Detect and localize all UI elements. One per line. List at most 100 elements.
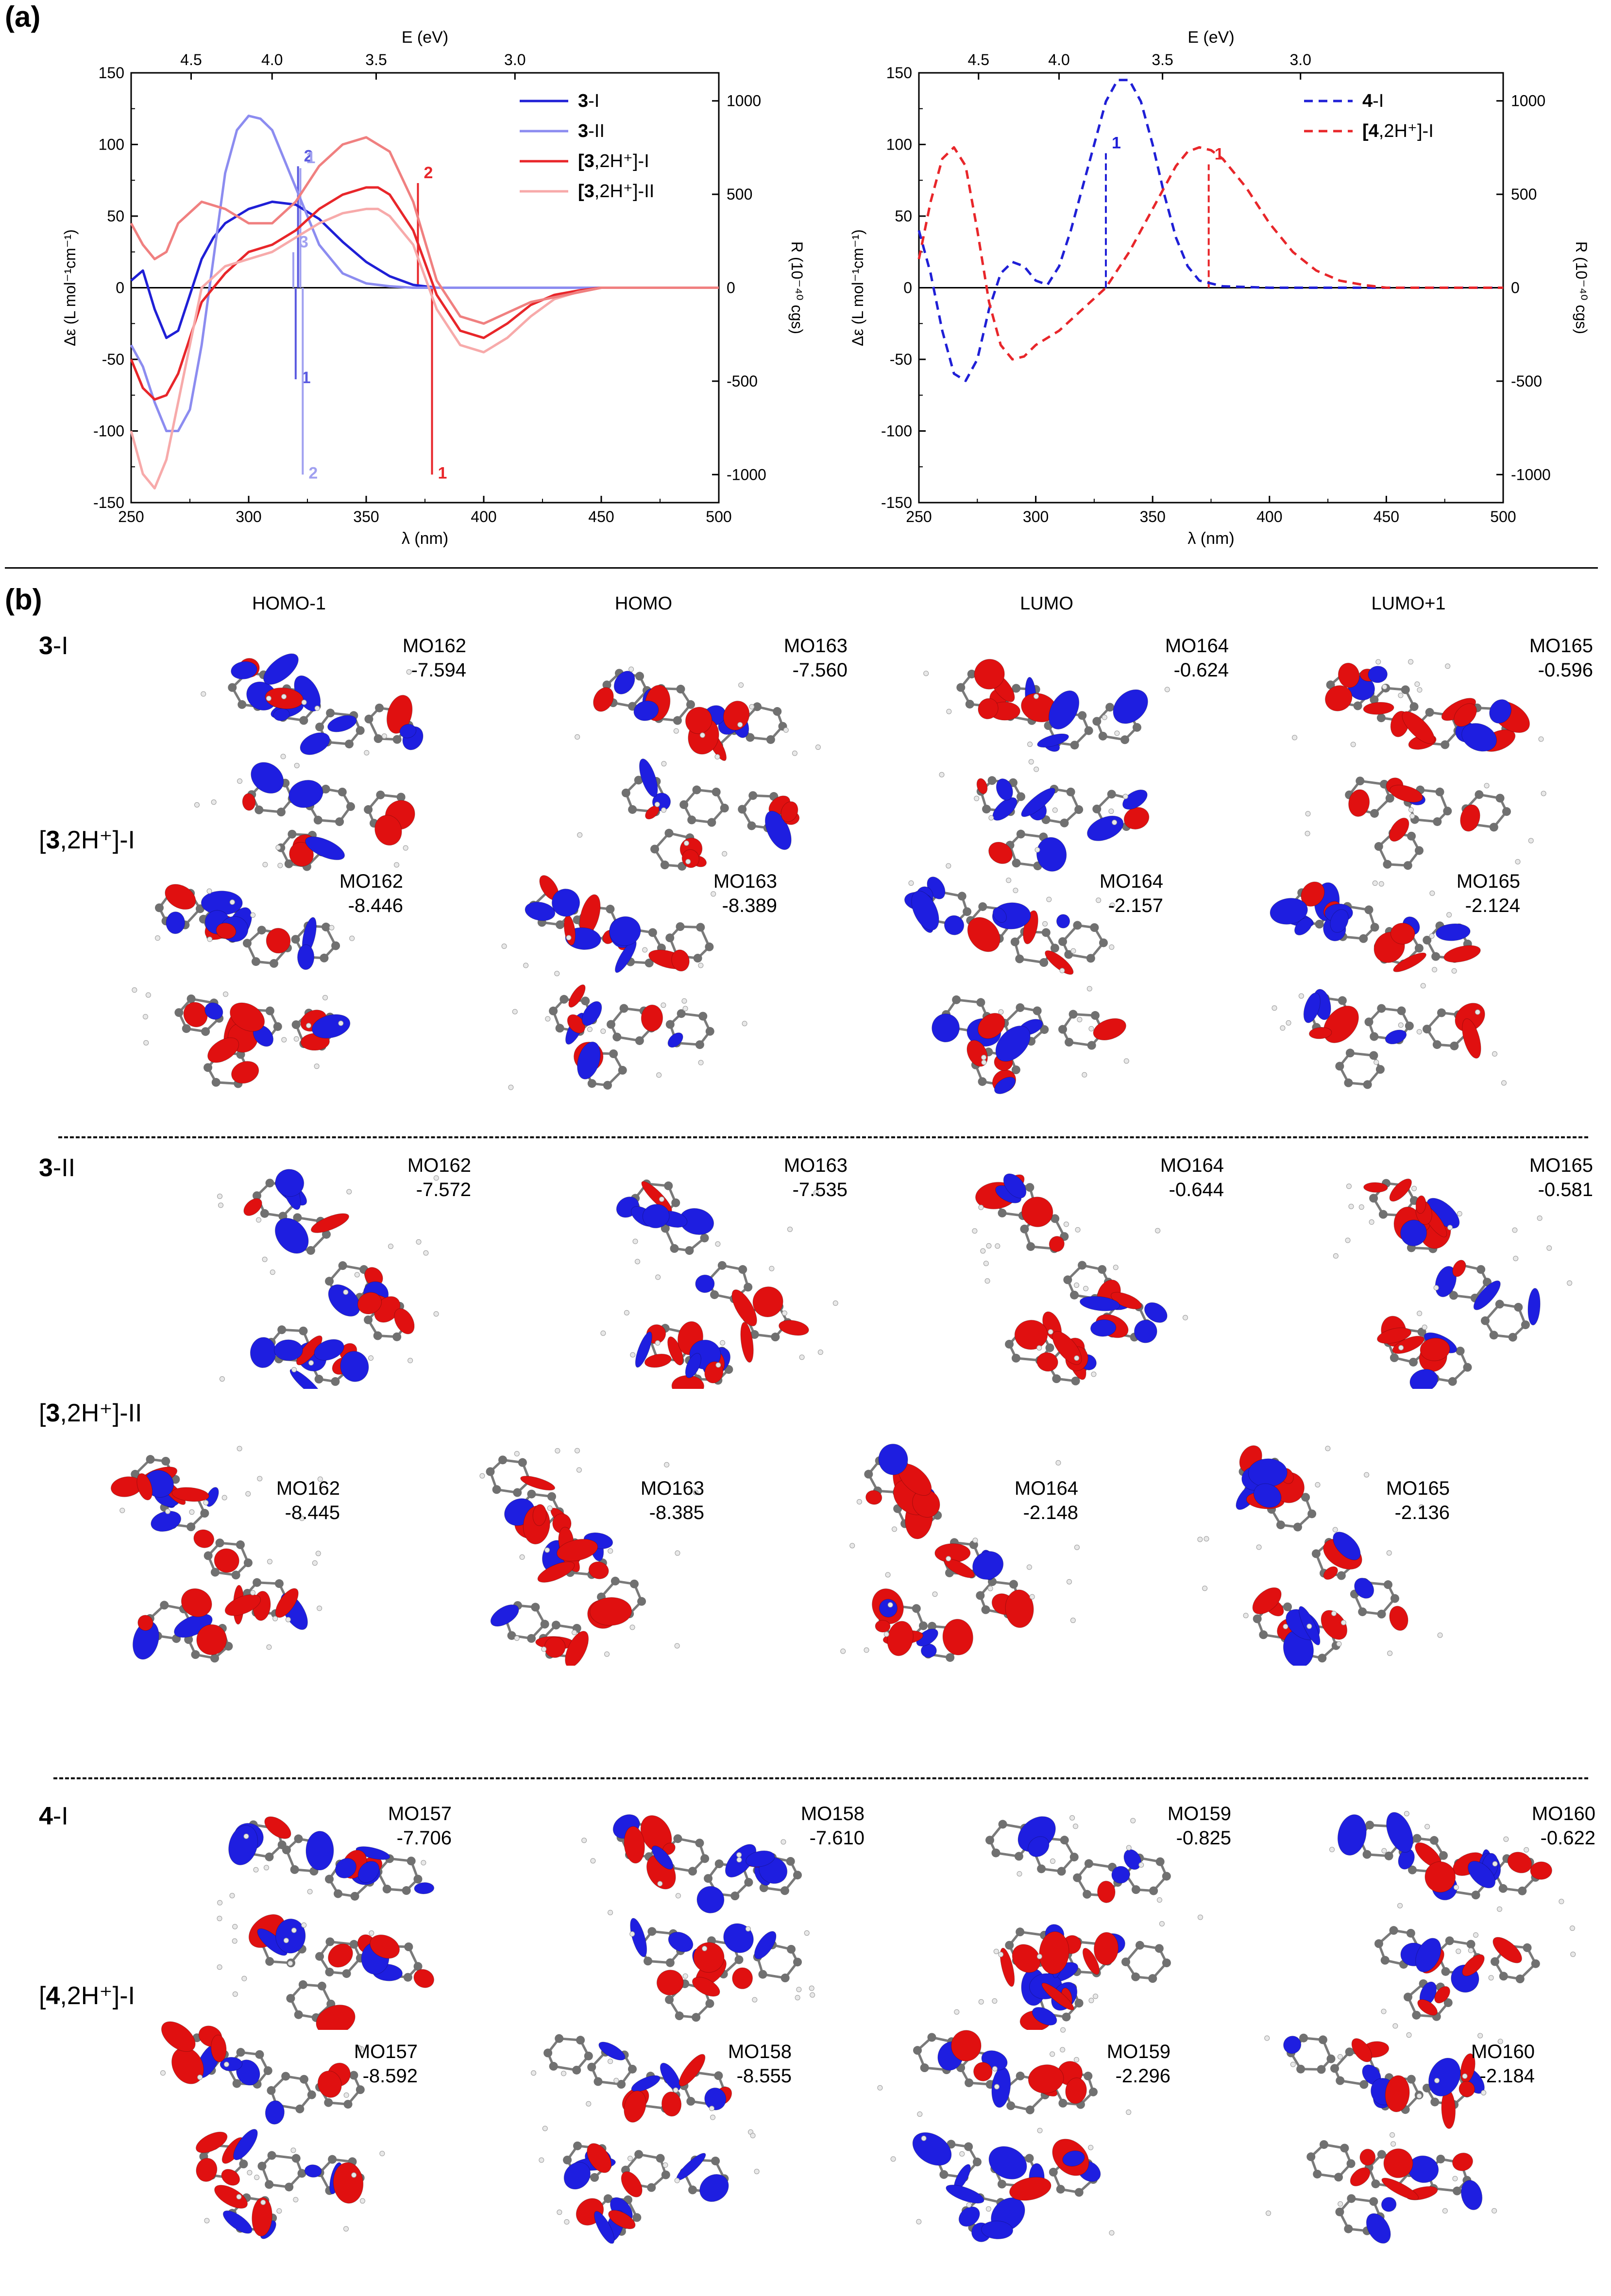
hydrogen-atom (1088, 1026, 1094, 1031)
hydrogen-atom (566, 935, 572, 941)
orbital-lobe (978, 1013, 1005, 1039)
y-tick-label: 100 (886, 136, 912, 153)
hydrogen-atom (736, 1857, 742, 1863)
hydrogen-atom (980, 1248, 986, 1254)
atom (1356, 777, 1365, 786)
atom (939, 2170, 949, 2179)
hydrogen-atom (1072, 1823, 1078, 1829)
hydrogen-atom (1070, 948, 1076, 954)
orbital-lobe (1321, 1610, 1348, 1640)
hydrogen-atom (1332, 1527, 1338, 1533)
atom (1409, 702, 1419, 711)
hydrogen-atom (600, 1028, 606, 1034)
atom (1390, 1594, 1399, 1603)
atom (1049, 2167, 1058, 2177)
series-line (917, 79, 1503, 382)
x2-tick-label: 4.0 (261, 51, 283, 68)
atom (753, 702, 762, 711)
atom (555, 1024, 564, 1033)
orbital-lobe (1294, 917, 1313, 936)
atom (594, 2077, 603, 2086)
stick-label: 2 (424, 164, 433, 182)
orbital-isosurface-image (1270, 880, 1507, 1089)
atom (1369, 2197, 1378, 2206)
hydrogen-atom (1109, 902, 1115, 908)
orbital-label: MO159 -2.296 (1044, 2040, 1170, 2088)
orbital-lobe (723, 700, 750, 731)
hydrogen-atom (1109, 2230, 1115, 2236)
hydrogen-atom (738, 682, 744, 688)
atom (997, 2179, 1006, 2189)
atom (1448, 1377, 1457, 1386)
orbital-lobe (746, 1850, 775, 1867)
orbital-lobe (631, 2075, 661, 2092)
orbital-lobe (577, 1041, 601, 1080)
hydrogen-atom (1138, 1862, 1144, 1868)
atom (1344, 1078, 1353, 1087)
atom (660, 861, 669, 870)
y2-tick-label: 0 (727, 279, 735, 297)
orbital-lobe (660, 2062, 681, 2091)
hydrogen-atom (654, 801, 660, 807)
atom (688, 1867, 697, 1876)
orbital-lobe (967, 917, 1001, 952)
hydrogen-atom (1113, 1265, 1119, 1270)
atom (315, 722, 324, 731)
orbital-lobe (752, 1286, 783, 1317)
hydrogen-atom (1042, 921, 1048, 927)
orbital-lobe (490, 1604, 519, 1627)
atom (1423, 1025, 1432, 1034)
hydrogen-atom (299, 1516, 305, 1521)
atom (293, 1213, 302, 1222)
orbital-lobe (693, 1942, 725, 1973)
orbital-label: MO164 -0.624 (1102, 634, 1229, 682)
stick-label: 2 (304, 147, 313, 165)
hydrogen-atom (232, 1938, 237, 1944)
orbital-lobe (305, 1831, 334, 1871)
hydrogen-atom (1256, 1544, 1262, 1550)
atom (285, 2182, 294, 2192)
atom (982, 805, 991, 814)
hydrogen-atom (1108, 809, 1114, 814)
atom (325, 1967, 334, 1976)
orbital-energy: -8.555 (736, 2065, 792, 2087)
atom (1377, 2150, 1386, 2159)
hydrogen-atom (698, 1060, 704, 1065)
atom (1092, 717, 1102, 726)
hydrogen-atom (1451, 968, 1457, 974)
atom (1482, 1278, 1492, 1287)
orbital-lobe (1014, 1319, 1048, 1350)
atom (1293, 1522, 1302, 1532)
hydrogen-atom (1409, 813, 1415, 819)
atom (1037, 1864, 1046, 1874)
atom (1495, 793, 1505, 803)
atom (267, 2086, 276, 2095)
col-header-lumo: LUMO (1020, 593, 1073, 614)
hydrogen-atom (1350, 742, 1356, 747)
orbital-isosurface-image (954, 1815, 1203, 2030)
atom (1359, 934, 1368, 943)
hydrogen-atom (1280, 1025, 1286, 1031)
atom (265, 2180, 274, 2189)
hydrogen-atom (1537, 1216, 1543, 1221)
orbital-isosurface-image (110, 1446, 323, 1663)
atom (1370, 695, 1379, 704)
orbital-lobe (1039, 1931, 1069, 1975)
hydrogen-atom (267, 1559, 272, 1565)
orbital-lobe (587, 2143, 611, 2173)
atom (787, 1944, 796, 1954)
orbital-lobe (1527, 1288, 1541, 1326)
atom (1369, 1051, 1378, 1060)
atom (634, 776, 643, 785)
orbital-lobe (865, 1490, 882, 1505)
atom (270, 959, 279, 968)
hydrogen-atom (531, 2070, 537, 2076)
atom (956, 683, 966, 692)
atom (322, 1230, 331, 1239)
hydrogen-atom (501, 944, 507, 949)
orbital-lobe (992, 797, 1017, 821)
atom (324, 2098, 333, 2107)
hydrogen-atom (1325, 1446, 1331, 1452)
hydrogen-atom (1074, 1355, 1080, 1361)
orbital-lobe (1012, 1944, 1041, 1973)
